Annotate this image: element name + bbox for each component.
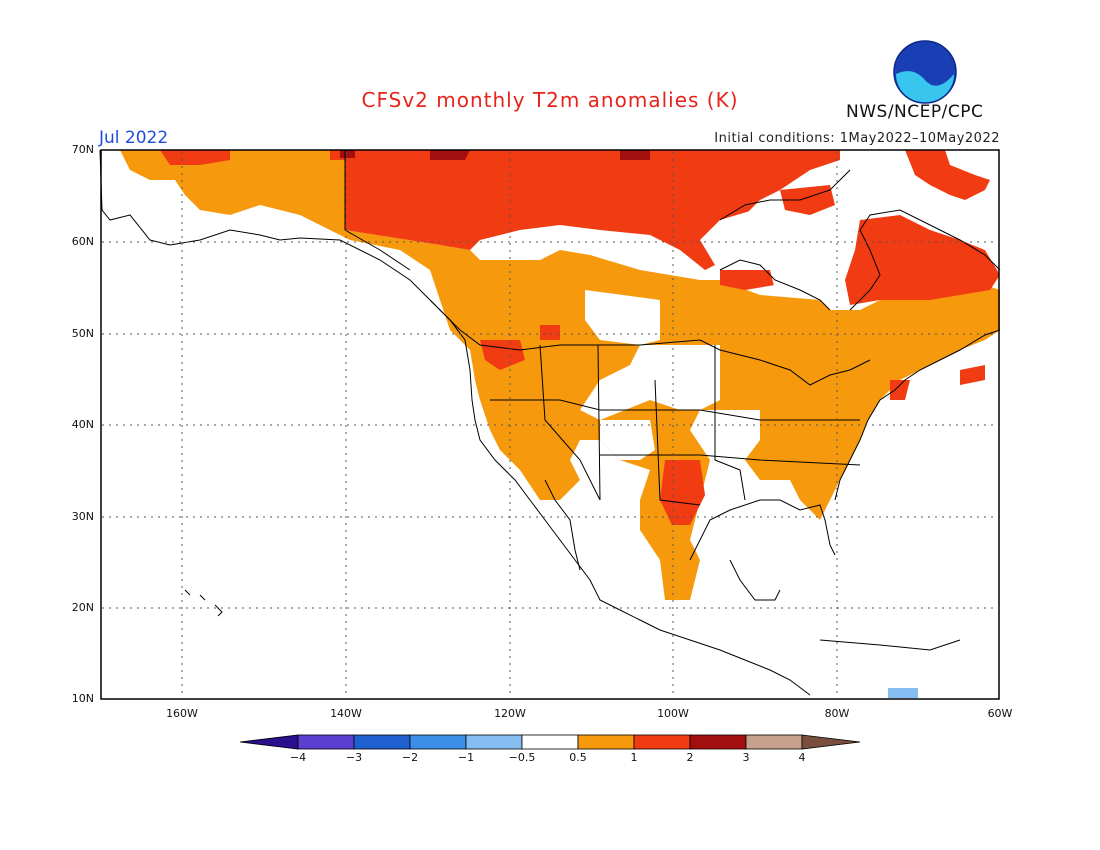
lat-label: 60N (71, 235, 94, 248)
lon-label: 140W (330, 707, 362, 720)
graticule (102, 152, 998, 697)
anomaly-area-1-2 (540, 325, 560, 340)
neutral-hole (580, 345, 720, 420)
noaa-logo (893, 40, 957, 104)
anomaly-area-1-2 (890, 380, 910, 400)
lon-label: 160W (166, 707, 198, 720)
anomaly-shading (120, 150, 1000, 698)
colorbar-level-label: −3 (345, 751, 363, 764)
map-title: CFSv2 monthly T2m anomalies (K) (361, 88, 739, 112)
colorbar-swatch (689, 734, 747, 750)
colorbar-swatch (465, 734, 523, 750)
anomaly-area-1-2 (845, 215, 1000, 305)
colorbar-level-label: −4 (289, 751, 307, 764)
lat-label: 20N (71, 601, 94, 614)
neutral-hole (850, 175, 900, 210)
lat-label: 30N (71, 510, 94, 523)
anomaly-area-1-2 (960, 365, 985, 385)
colorbar-level-label: 1 (630, 751, 638, 764)
map-frame (100, 149, 1000, 700)
anomaly-area-2-3 (430, 150, 470, 160)
colorbar-swatch (240, 734, 299, 750)
colorbar-swatch (409, 734, 467, 750)
colorbar-swatch (633, 734, 691, 750)
neutral-hole (715, 205, 850, 300)
anomaly-area-cool (888, 688, 918, 698)
colorbar-level-label: 3 (742, 751, 750, 764)
colorbar-level-label: −0.5 (508, 751, 536, 764)
colorbar-swatch (521, 734, 579, 750)
colorbar-level-label: 2 (686, 751, 694, 764)
colorbar-level-label: 4 (798, 751, 806, 764)
colorbar-swatch (577, 734, 635, 750)
lon-label: 120W (494, 707, 526, 720)
neutral-hole (600, 420, 655, 460)
colorbar-swatch (297, 734, 355, 750)
colorbar-swatch (353, 734, 411, 750)
anomaly-area-1-2 (660, 460, 705, 525)
lat-label: 70N (71, 143, 94, 156)
anomaly-area-2-3 (620, 150, 650, 160)
colorbar-level-label: −1 (457, 751, 475, 764)
anomaly-area-1-2 (905, 150, 990, 200)
colorbar-swatch (745, 734, 803, 750)
lon-label: 100W (657, 707, 689, 720)
lat-label: 10N (71, 692, 94, 705)
lon-label: 60W (987, 707, 1013, 720)
initial-conditions: Initial conditions: 1May2022–10May2022 (714, 131, 1000, 146)
lat-label: 50N (71, 327, 94, 340)
coastlines (99, 149, 1001, 696)
neutral-hole (760, 480, 800, 510)
anomaly-area-1-2 (160, 150, 230, 165)
anomaly-area-1-2 (720, 270, 775, 290)
lon-label: 80W (824, 707, 850, 720)
colorbar (240, 734, 861, 750)
forecast-month: Jul 2022 (99, 128, 169, 148)
anomaly-area-2-3 (340, 150, 355, 158)
colorbar-swatch (801, 734, 861, 750)
anomaly-area-0.5-1 (120, 150, 1000, 600)
colorbar-level-label: 0.5 (569, 751, 587, 764)
neutral-hole (585, 290, 660, 345)
agency-label: NWS/NCEP/CPC (846, 102, 984, 122)
lat-label: 40N (71, 418, 94, 431)
anomaly-area-1-2 (480, 340, 525, 370)
colorbar-level-label: −2 (401, 751, 419, 764)
anomaly-area-1-2 (330, 150, 840, 270)
